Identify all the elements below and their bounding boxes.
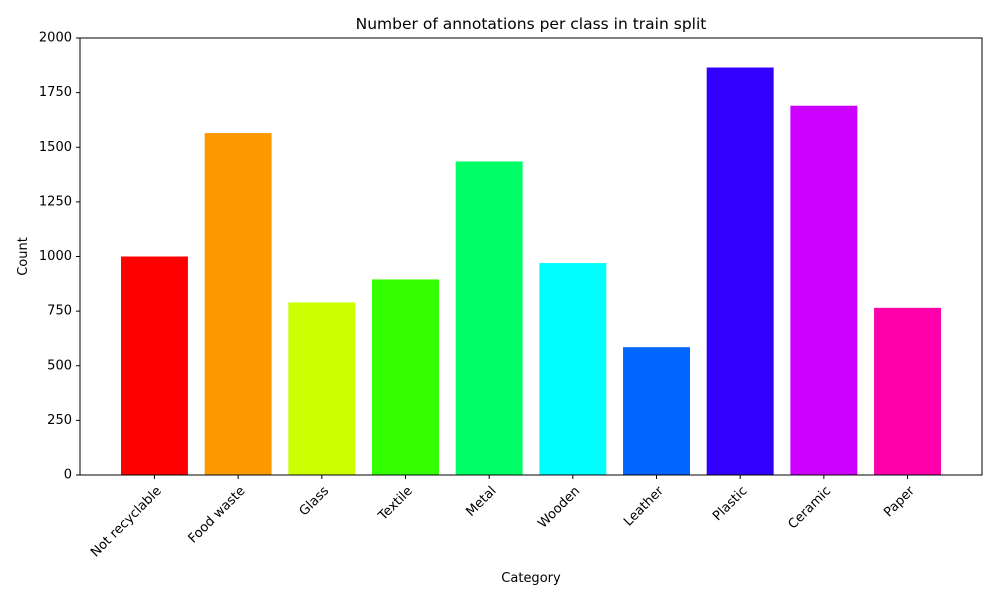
- bars-group: [121, 67, 941, 476]
- bar-textile: [372, 279, 439, 475]
- y-axis-ticks: 0 250 500 750 1000 1250 1500 1750 2000: [39, 31, 80, 483]
- y-tick-label-2000: 2000: [39, 31, 72, 46]
- chart-title: Number of annotations per class in train…: [356, 15, 707, 33]
- y-tick-label-1000: 1000: [39, 249, 72, 264]
- bar-glass: [288, 302, 356, 475]
- y-axis-title: Count: [16, 237, 31, 276]
- bar-metal: [455, 161, 523, 475]
- bar-leather: [623, 347, 690, 475]
- bar-paper: [874, 307, 941, 475]
- x-axis-title: Category: [501, 571, 561, 586]
- bar-wooden: [539, 263, 607, 475]
- y-tick-label-1500: 1500: [39, 140, 72, 155]
- plot-frame: [79, 37, 983, 476]
- bar-ceramic: [790, 105, 858, 476]
- bar-not-recyclable: [121, 256, 188, 475]
- y-tick-label-500: 500: [47, 358, 72, 373]
- bar-plastic: [706, 67, 774, 475]
- y-tick-label-1250: 1250: [39, 194, 72, 209]
- y-tick-label-0: 0: [64, 468, 72, 483]
- y-tick-label-250: 250: [47, 413, 72, 428]
- y-tick-label-1750: 1750: [39, 85, 72, 100]
- y-tick-label-750: 750: [47, 304, 72, 319]
- bar-food-waste: [204, 133, 272, 476]
